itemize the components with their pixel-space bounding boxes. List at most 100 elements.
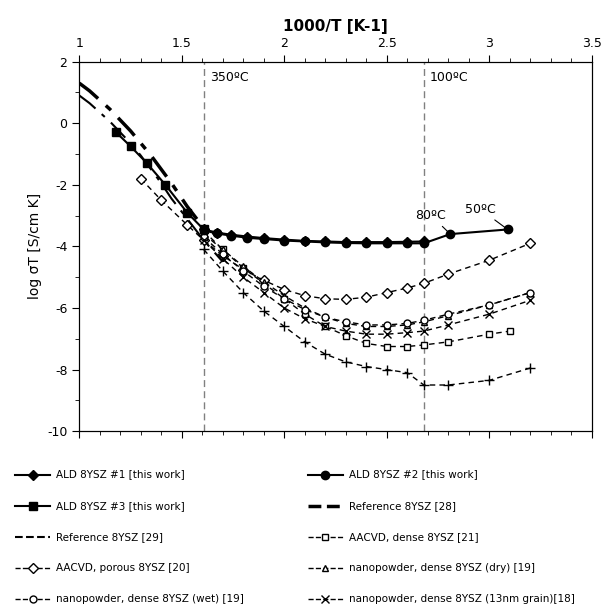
ALD 8YSZ #1 [this work]: [200, 225, 207, 233]
Text: AACVD, dense 8YSZ [21]: AACVD, dense 8YSZ [21]: [349, 532, 478, 541]
Text: nanopowder, dense 8YSZ (wet) [19]: nanopowder, dense 8YSZ (wet) [19]: [56, 594, 244, 604]
Y-axis label: log σT [S/cm K]: log σT [S/cm K]: [27, 193, 41, 299]
nanopowder, dense 8YSZ (wet) [19]: [200, 233, 207, 241]
nanopowder, dense 8YSZ (100nm grain)[18]: [301, 338, 309, 346]
nanopowder, dense 8YSZ (dry) [19]: [219, 246, 226, 253]
Text: nanopowder, dense 8YSZ (dry) [19]: nanopowder, dense 8YSZ (dry) [19]: [349, 562, 535, 573]
X-axis label: 1000/T [K-1]: 1000/T [K-1]: [283, 19, 388, 34]
AACVD, porous 8YSZ [20]: [281, 286, 288, 293]
Reference 8YSZ [28]: [168, 179, 175, 187]
Reference 8YSZ [29]: [96, 108, 104, 116]
Text: 50ºC: 50ºC: [465, 203, 506, 228]
Reference 8YSZ [29]: [86, 99, 93, 107]
nanopowder, dense 8YSZ (13nm grain)[18]: [383, 330, 390, 338]
ALD 8YSZ #1 [this work]: [404, 238, 411, 245]
ALD 8YSZ #3 [this work]: [112, 129, 120, 136]
nanopowder, dense 8YSZ (wet) [19]: [281, 295, 288, 302]
ALD 8YSZ #3 [this work]: [162, 181, 169, 188]
Reference 8YSZ [28]: [86, 87, 93, 94]
ALD 8YSZ #1 [this work]: [362, 238, 370, 246]
ALD 8YSZ #1 [this work]: [383, 238, 390, 246]
Reference 8YSZ [28]: [96, 96, 104, 103]
nanopowder, dense 8YSZ (dry) [19]: [383, 323, 390, 330]
ALD 8YSZ #3 [this work]: [200, 225, 207, 233]
nanopowder, dense 8YSZ (13nm grain)[18]: [200, 237, 207, 244]
AACVD, dense 8YSZ [21]: [301, 310, 309, 318]
Reference 8YSZ [29]: [148, 166, 155, 173]
nanopowder, dense 8YSZ (wet) [19]: [420, 317, 428, 324]
Text: ALD 8YSZ #1 [this work]: ALD 8YSZ #1 [this work]: [56, 469, 185, 480]
nanopowder, dense 8YSZ (13nm grain)[18]: [219, 255, 226, 262]
ALD 8YSZ #1 [this work]: [213, 229, 220, 236]
AACVD, porous 8YSZ [20]: [260, 277, 267, 284]
Text: ALD 8YSZ #3 [this work]: ALD 8YSZ #3 [this work]: [56, 501, 185, 511]
nanopowder, dense 8YSZ (13nm grain)[18]: [404, 329, 411, 336]
AACVD, porous 8YSZ [20]: [137, 175, 145, 182]
AACVD, porous 8YSZ [20]: [486, 256, 493, 264]
Reference 8YSZ [29]: [200, 237, 207, 244]
AACVD, porous 8YSZ [20]: [362, 294, 370, 301]
AACVD, dense 8YSZ [21]: [200, 227, 207, 235]
Reference 8YSZ [29]: [106, 118, 113, 125]
Line: Reference 8YSZ [29]: Reference 8YSZ [29]: [79, 95, 223, 262]
Text: 350ºC: 350ºC: [210, 71, 248, 84]
Reference 8YSZ [29]: [117, 129, 124, 136]
nanopowder, dense 8YSZ (wet) [19]: [260, 283, 267, 290]
nanopowder, dense 8YSZ (13nm grain)[18]: [301, 315, 309, 322]
ALD 8YSZ #1 [this work]: [420, 238, 428, 245]
AACVD, dense 8YSZ [21]: [240, 264, 247, 272]
nanopowder, dense 8YSZ (dry) [19]: [240, 262, 247, 270]
Reference 8YSZ [29]: [137, 152, 145, 159]
nanopowder, dense 8YSZ (100nm grain)[18]: [404, 369, 411, 376]
Text: ALD 8YSZ #2 [this work]: ALD 8YSZ #2 [this work]: [349, 469, 478, 480]
ALD 8YSZ #2 [this work]: [228, 232, 235, 239]
AACVD, porous 8YSZ [20]: [219, 252, 226, 259]
Text: Reference 8YSZ [28]: Reference 8YSZ [28]: [349, 501, 456, 511]
Reference 8YSZ [28]: [184, 203, 191, 210]
nanopowder, dense 8YSZ (100nm grain)[18]: [526, 365, 534, 372]
Text: 80ºC: 80ºC: [415, 209, 448, 232]
ALD 8YSZ #1 [this work]: [260, 234, 267, 241]
Reference 8YSZ [29]: [76, 92, 83, 99]
AACVD, porous 8YSZ [20]: [342, 296, 350, 303]
Text: AACVD, porous 8YSZ [20]: AACVD, porous 8YSZ [20]: [56, 562, 190, 573]
AACVD, dense 8YSZ [21]: [342, 332, 350, 339]
nanopowder, dense 8YSZ (13nm grain)[18]: [526, 296, 534, 304]
Reference 8YSZ [29]: [157, 179, 165, 187]
ALD 8YSZ #2 [this work]: [383, 240, 390, 247]
Reference 8YSZ [29]: [219, 258, 226, 265]
ALD 8YSZ #1 [this work]: [244, 233, 251, 240]
Text: nanopowder, dense 8YSZ (13nm grain)[18]: nanopowder, dense 8YSZ (13nm grain)[18]: [349, 594, 575, 604]
AACVD, dense 8YSZ [21]: [404, 342, 411, 350]
ALD 8YSZ #2 [this work]: [260, 235, 267, 243]
nanopowder, dense 8YSZ (100nm grain)[18]: [383, 366, 390, 373]
ALD 8YSZ #1 [this work]: [321, 238, 329, 245]
ALD 8YSZ #2 [this work]: [200, 227, 207, 234]
AACVD, porous 8YSZ [20]: [420, 280, 428, 287]
ALD 8YSZ #2 [this work]: [342, 239, 350, 246]
nanopowder, dense 8YSZ (100nm grain)[18]: [342, 359, 350, 366]
Line: ALD 8YSZ #1 [this work]: ALD 8YSZ #1 [this work]: [200, 226, 428, 246]
AACVD, dense 8YSZ [21]: [281, 295, 288, 302]
nanopowder, dense 8YSZ (13nm grain)[18]: [362, 330, 370, 338]
AACVD, porous 8YSZ [20]: [240, 266, 247, 274]
AACVD, porous 8YSZ [20]: [321, 295, 329, 302]
nanopowder, dense 8YSZ (13nm grain)[18]: [342, 328, 350, 335]
nanopowder, dense 8YSZ (dry) [19]: [445, 312, 452, 319]
AACVD, porous 8YSZ [20]: [184, 221, 191, 229]
nanopowder, dense 8YSZ (dry) [19]: [281, 292, 288, 299]
ALD 8YSZ #2 [this work]: [404, 240, 411, 247]
nanopowder, dense 8YSZ (dry) [19]: [342, 320, 350, 327]
nanopowder, dense 8YSZ (wet) [19]: [301, 306, 309, 313]
nanopowder, dense 8YSZ (13nm grain)[18]: [321, 323, 329, 330]
ALD 8YSZ #2 [this work]: [420, 240, 428, 247]
nanopowder, dense 8YSZ (100nm grain)[18]: [362, 363, 370, 370]
nanopowder, dense 8YSZ (100nm grain)[18]: [260, 307, 267, 315]
nanopowder, dense 8YSZ (13nm grain)[18]: [445, 322, 452, 329]
Line: AACVD, porous 8YSZ [20]: AACVD, porous 8YSZ [20]: [137, 175, 534, 303]
AACVD, dense 8YSZ [21]: [506, 328, 514, 335]
nanopowder, dense 8YSZ (100nm grain)[18]: [420, 381, 428, 389]
Line: nanopowder, dense 8YSZ (dry) [19]: nanopowder, dense 8YSZ (dry) [19]: [200, 230, 534, 330]
nanopowder, dense 8YSZ (100nm grain)[18]: [486, 376, 493, 384]
nanopowder, dense 8YSZ (dry) [19]: [526, 289, 534, 296]
